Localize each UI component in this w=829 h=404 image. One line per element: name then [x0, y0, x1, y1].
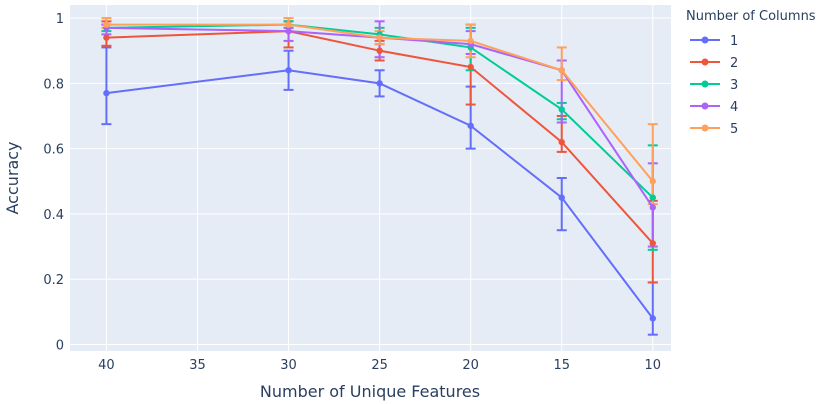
error-bar — [101, 46, 112, 126]
data-point — [467, 37, 474, 45]
data-point — [558, 67, 565, 74]
x-tick-label: 30 — [280, 358, 297, 373]
data-point — [558, 194, 565, 201]
data-point — [558, 138, 565, 146]
plot-area — [70, 5, 671, 351]
data-point — [103, 34, 110, 41]
legend-marker — [701, 36, 709, 44]
y-tick-label: 0.6 — [43, 143, 64, 158]
legend-label: 3 — [730, 78, 738, 93]
data-point — [558, 106, 565, 113]
y-tick-label: 0.8 — [43, 77, 64, 92]
y-tick-label: 0.4 — [43, 208, 64, 223]
error-bar — [556, 46, 567, 82]
data-point — [103, 89, 110, 97]
data-point — [285, 67, 292, 74]
y-axis-title: Accuracy — [3, 141, 22, 214]
legend-label: 1 — [730, 34, 738, 49]
legend-marker — [701, 124, 709, 132]
data-point — [376, 34, 383, 41]
error-bar — [556, 177, 567, 232]
x-tick-label: 20 — [462, 358, 479, 373]
data-point — [285, 21, 292, 28]
x-tick-label: 15 — [553, 358, 570, 373]
legend-marker — [701, 80, 709, 88]
data-point — [285, 27, 292, 35]
x-tick-label: 10 — [645, 358, 662, 373]
legend-marker — [701, 58, 709, 66]
legend-marker — [701, 102, 709, 110]
legend-title: Number of Columns — [686, 9, 816, 24]
series-line — [106, 30, 654, 244]
data-point — [649, 178, 656, 185]
y-tick-labels: 0 0.2 0.4 0.6 0.8 1 — [43, 12, 64, 353]
data-point — [467, 63, 474, 71]
y-tick-label: 0 — [56, 338, 64, 353]
data-point — [649, 315, 656, 322]
series-line — [106, 26, 654, 208]
legend-label: 5 — [730, 122, 738, 137]
data-point — [649, 240, 656, 247]
data-point — [376, 80, 383, 87]
series-line — [106, 69, 654, 319]
y-tick-label: 1 — [56, 12, 64, 27]
data-point — [649, 204, 656, 211]
legend: Number of Columns 1 2 3 4 5 — [686, 9, 816, 137]
y-tick-label: 0.2 — [43, 273, 64, 288]
data-point — [103, 21, 110, 28]
legend-label: 4 — [730, 100, 738, 115]
x-axis-title: Number of Unique Features — [260, 382, 480, 401]
x-tick-label: 40 — [98, 358, 115, 373]
x-tick-label: 35 — [189, 358, 206, 373]
series-line — [106, 23, 654, 182]
x-tick-label: 25 — [371, 358, 388, 373]
series-points — [103, 21, 656, 322]
x-tick-labels: 40 35 30 25 20 15 10 — [98, 358, 661, 373]
data-point — [467, 122, 474, 129]
data-point — [376, 47, 383, 54]
legend-label: 2 — [730, 56, 738, 71]
data-point — [649, 194, 656, 201]
series-lines — [106, 23, 654, 319]
